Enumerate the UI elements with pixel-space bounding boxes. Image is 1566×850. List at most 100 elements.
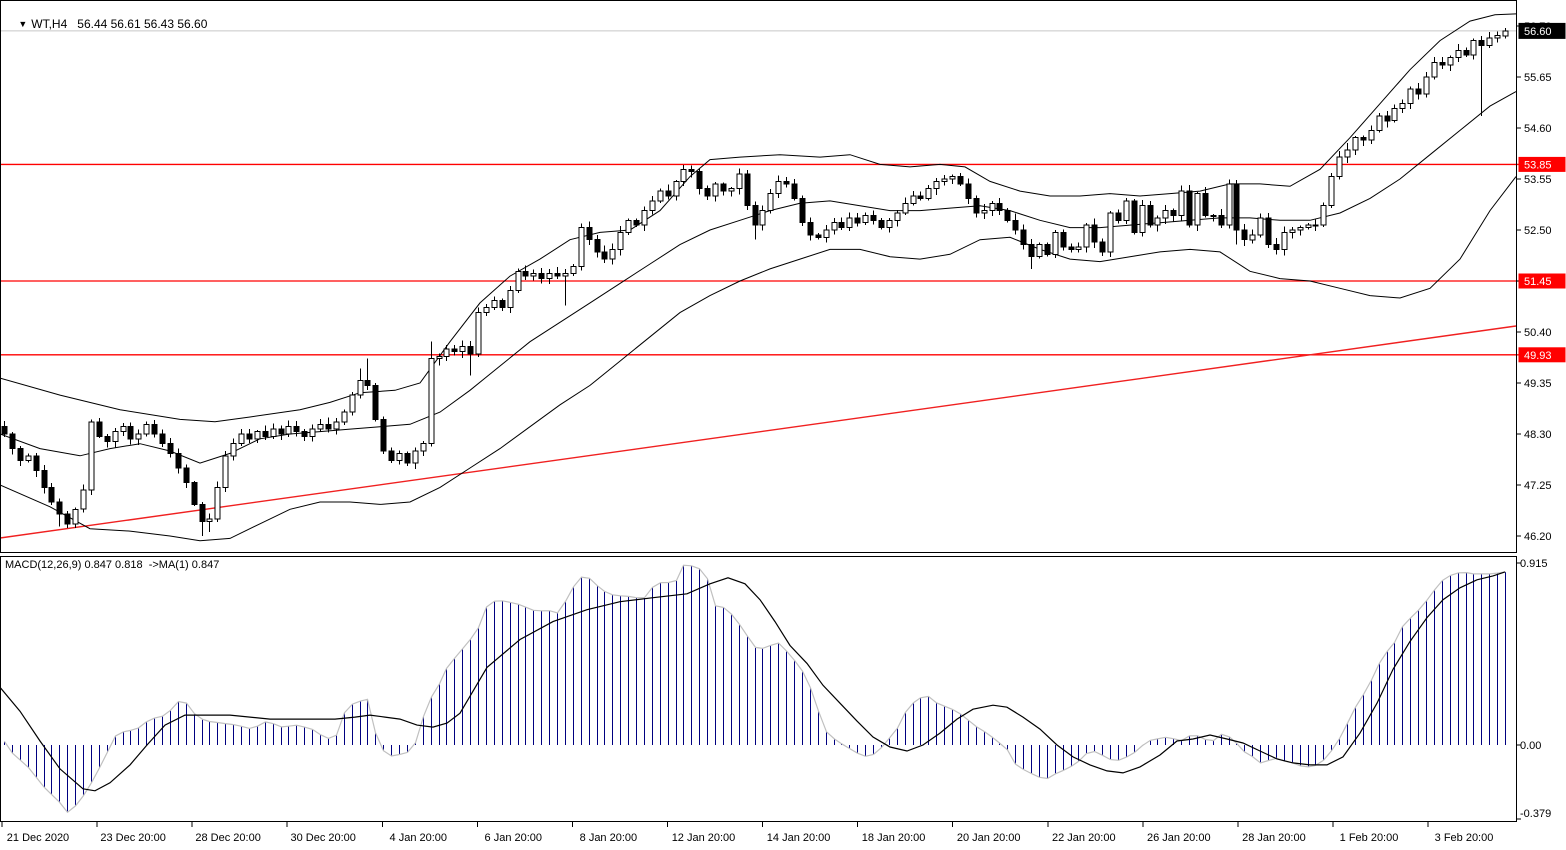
sr-price-badge (1518, 273, 1566, 289)
candles-group (1, 27, 1509, 536)
candle-bearish (704, 188, 711, 197)
candle-bullish (728, 188, 735, 192)
price-tick-label: 50.40 (1524, 327, 1552, 339)
candle-bullish (80, 489, 87, 510)
candle-bullish (1257, 217, 1264, 236)
candle-bullish (1336, 156, 1343, 178)
candle-bullish (491, 299, 498, 309)
candle-bearish (1060, 231, 1067, 248)
candle-bearish (973, 197, 980, 214)
candle-bullish (1194, 193, 1201, 226)
candle-bearish (17, 448, 24, 462)
price-tick-label: 55.65 (1524, 72, 1552, 84)
candle-bullish (1289, 229, 1296, 233)
candle-bullish (1376, 115, 1383, 132)
candle-bullish (459, 346, 466, 353)
candle-bearish (262, 431, 269, 438)
candle-bullish (222, 455, 229, 488)
candle-bearish (499, 299, 506, 309)
time-axis-label: 6 Jan 20:00 (485, 832, 543, 844)
candle-bullish (1226, 183, 1233, 226)
candle-bearish (538, 273, 545, 280)
panel-frames-group (0, 0, 1517, 822)
macd-axis[interactable]: 0.915 0.00 -0.379 (1517, 558, 1551, 820)
candle-bullish (1407, 88, 1414, 105)
sr-price-badge (1518, 156, 1566, 172)
candle-bearish (167, 443, 174, 454)
candle-bearish (48, 486, 55, 503)
time-axis-label: 20 Jan 20:00 (957, 832, 1021, 844)
price-tick-label: 52.50 (1524, 225, 1552, 237)
candle-bullish (1391, 108, 1398, 122)
candle-bearish (127, 426, 134, 440)
candle-bearish (199, 503, 206, 522)
price-tick-label: 54.60 (1524, 123, 1552, 135)
candle-bearish (1020, 229, 1027, 246)
candle-bearish (33, 455, 40, 471)
symbol-dropdown-marker-icon[interactable]: ▼ (18, 19, 28, 29)
candle-bearish (56, 501, 63, 515)
candle-bullish (902, 202, 909, 214)
candle-bearish (965, 183, 972, 199)
candle-bearish (1360, 137, 1367, 141)
candle-bearish (1004, 210, 1011, 221)
macd-panel-border (0, 556, 1517, 822)
candle-bearish (364, 380, 371, 387)
candle-bearish (696, 171, 703, 190)
time-axis-label: 18 Jan 20:00 (862, 832, 926, 844)
time-axis[interactable]: 21 Dec 2020 23 Dec 20:00 28 Dec 20:00 30 De… (1, 822, 1493, 844)
candle-bullish (1249, 234, 1256, 241)
candle-bullish (1123, 200, 1130, 221)
candle-bearish (1099, 241, 1106, 253)
candle-bullish (894, 212, 901, 221)
candle-bullish (617, 231, 624, 250)
candle-bullish (673, 180, 680, 197)
bollinger-middle-line (0, 91, 1517, 464)
candle-bearish (1028, 244, 1035, 258)
candle-bearish (278, 428, 285, 435)
candle-bearish (799, 197, 806, 224)
candle-bearish (1115, 212, 1122, 221)
candle-bullish (206, 518, 213, 522)
candle-bullish (736, 173, 743, 190)
candle-bullish (230, 443, 237, 457)
sr-lines-group[interactable] (0, 163, 1522, 539)
candle-bearish (64, 513, 71, 525)
candle-bullish (475, 312, 482, 355)
candle-bullish (846, 217, 853, 229)
candle-bearish (380, 418, 387, 452)
candle-bearish (752, 205, 759, 226)
candle-bullish (1423, 76, 1430, 95)
candle-bearish (451, 348, 458, 352)
candle-bullish (285, 426, 292, 435)
candle-bullish (1305, 224, 1312, 229)
candle-bullish (1455, 49, 1462, 59)
trendline[interactable] (0, 325, 1517, 539)
candle-bearish (996, 202, 1003, 212)
macd-main-line (4, 564, 1506, 814)
candle-bearish (791, 183, 798, 199)
time-axis-label: 28 Dec 20:00 (195, 832, 260, 844)
price-tick-label: 53.55 (1524, 174, 1552, 186)
candle-bullish (443, 348, 450, 357)
candle-bearish (404, 452, 411, 464)
candle-bearish (1218, 214, 1225, 226)
candle-bearish (1439, 61, 1446, 66)
candle-bearish (293, 426, 300, 433)
candle-bullish (88, 421, 95, 491)
candle-bullish (1162, 210, 1169, 219)
candle-bearish (957, 176, 964, 185)
candle-bearish (1147, 205, 1154, 226)
candle-bearish (1068, 246, 1075, 250)
candle-bullish (925, 188, 932, 199)
price-axis[interactable]: 56.7055.6554.6053.5552.5051.4550.4049.35… (1517, 21, 1566, 543)
candle-bullish (862, 214, 869, 224)
current-price-badge-label: 56.60 (1524, 26, 1552, 38)
candle-bearish (1091, 224, 1098, 243)
candle-bullish (238, 433, 245, 445)
candle-bullish (1312, 224, 1319, 227)
candle-bullish (412, 450, 419, 464)
candle-bullish (989, 202, 996, 212)
